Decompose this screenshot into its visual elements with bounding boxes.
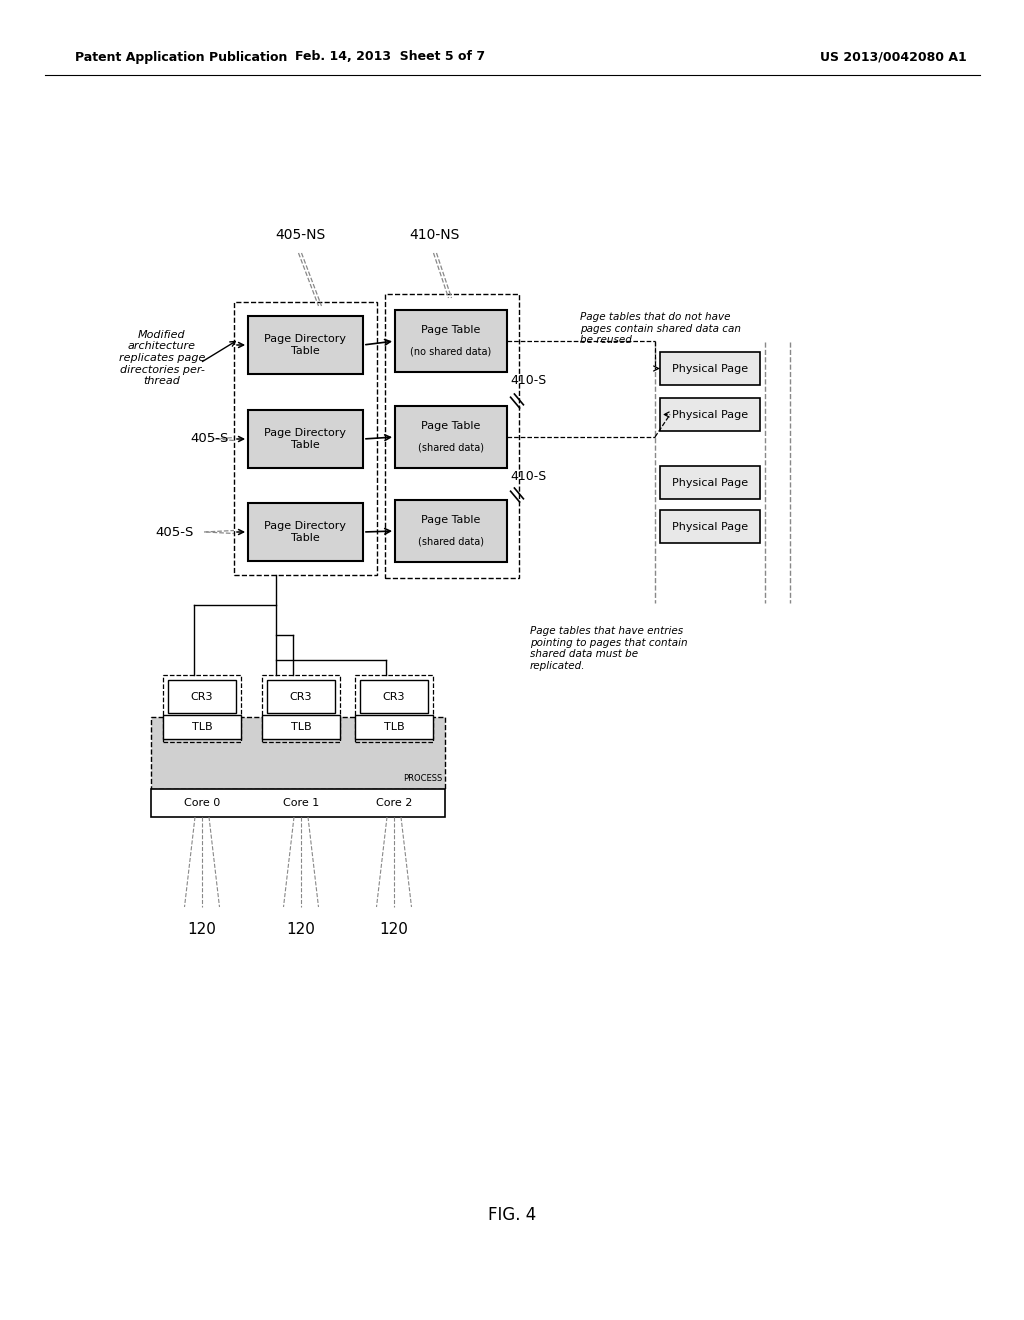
Text: Physical Page: Physical Page <box>672 363 749 374</box>
Bar <box>234 302 377 576</box>
Text: Core 2: Core 2 <box>376 799 413 808</box>
Text: Page tables that have entries
pointing to pages that contain
shared data must be: Page tables that have entries pointing t… <box>530 626 688 671</box>
Text: 410-NS: 410-NS <box>410 228 460 242</box>
Text: 120: 120 <box>287 921 315 936</box>
Bar <box>262 675 340 742</box>
Text: Page Directory
Table: Page Directory Table <box>264 334 346 356</box>
Text: 405-S: 405-S <box>155 525 194 539</box>
Text: CR3: CR3 <box>290 692 312 701</box>
Text: Modified
architecture
replicates page
directories per-
thread: Modified architecture replicates page di… <box>119 330 205 387</box>
Bar <box>660 510 760 543</box>
Text: Patent Application Publication: Patent Application Publication <box>75 50 288 63</box>
Text: (no shared data): (no shared data) <box>411 347 492 356</box>
Bar <box>168 680 236 713</box>
Bar <box>660 352 760 385</box>
Bar <box>248 315 362 374</box>
Text: Page tables that do not have
pages contain shared data can
be reused: Page tables that do not have pages conta… <box>580 312 741 346</box>
Bar <box>267 680 335 713</box>
Bar <box>163 715 241 739</box>
Bar <box>151 789 445 817</box>
Bar <box>395 500 507 562</box>
Text: Physical Page: Physical Page <box>672 521 749 532</box>
Text: 405-NS: 405-NS <box>274 228 326 242</box>
Bar <box>395 310 507 372</box>
Text: PROCESS: PROCESS <box>402 774 442 783</box>
Text: Page Table: Page Table <box>421 421 480 432</box>
Text: Physical Page: Physical Page <box>672 478 749 487</box>
Bar <box>385 294 519 578</box>
Bar <box>248 411 362 469</box>
Text: Page Directory
Table: Page Directory Table <box>264 521 346 543</box>
Text: Page Directory
Table: Page Directory Table <box>264 428 346 450</box>
Text: (shared data): (shared data) <box>418 536 484 546</box>
Text: Page Table: Page Table <box>421 516 480 525</box>
Bar <box>660 399 760 432</box>
Text: TLB: TLB <box>384 722 404 733</box>
Bar <box>660 466 760 499</box>
Bar <box>248 503 362 561</box>
Text: 120: 120 <box>380 921 409 936</box>
Bar <box>355 715 433 739</box>
Bar <box>262 715 340 739</box>
Bar <box>360 680 428 713</box>
Text: 120: 120 <box>187 921 216 936</box>
Bar <box>151 717 445 789</box>
Bar <box>395 407 507 469</box>
Bar <box>163 675 241 742</box>
Text: Physical Page: Physical Page <box>672 409 749 420</box>
Text: Core 1: Core 1 <box>283 799 319 808</box>
Text: CR3: CR3 <box>383 692 406 701</box>
Text: 410-S: 410-S <box>510 470 546 483</box>
Text: Feb. 14, 2013  Sheet 5 of 7: Feb. 14, 2013 Sheet 5 of 7 <box>295 50 485 63</box>
Bar <box>355 675 433 742</box>
Text: TLB: TLB <box>291 722 311 733</box>
Text: Core 0: Core 0 <box>184 799 220 808</box>
Text: FIG. 4: FIG. 4 <box>487 1206 537 1224</box>
Text: TLB: TLB <box>191 722 212 733</box>
Text: 410-S: 410-S <box>510 374 546 387</box>
Text: CR3: CR3 <box>190 692 213 701</box>
Text: 405-S: 405-S <box>190 433 228 446</box>
Text: US 2013/0042080 A1: US 2013/0042080 A1 <box>820 50 967 63</box>
Text: (shared data): (shared data) <box>418 442 484 453</box>
Text: Page Table: Page Table <box>421 326 480 335</box>
